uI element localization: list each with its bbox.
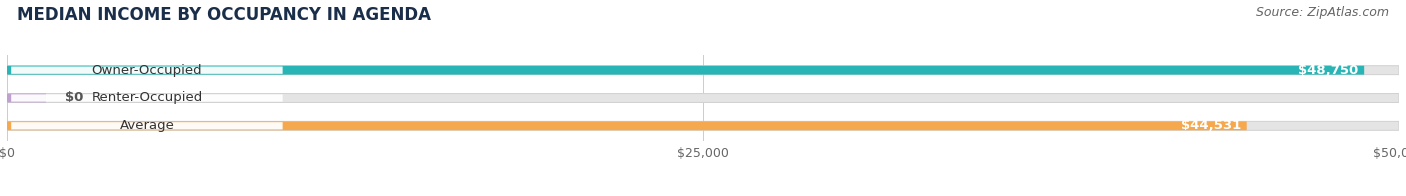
FancyBboxPatch shape — [11, 94, 283, 102]
FancyBboxPatch shape — [7, 93, 1399, 103]
Text: Source: ZipAtlas.com: Source: ZipAtlas.com — [1256, 6, 1389, 19]
Text: $44,531: $44,531 — [1181, 119, 1241, 132]
Text: $48,750: $48,750 — [1298, 64, 1358, 77]
Text: MEDIAN INCOME BY OCCUPANCY IN AGENDA: MEDIAN INCOME BY OCCUPANCY IN AGENDA — [17, 6, 430, 24]
FancyBboxPatch shape — [7, 121, 1247, 130]
FancyBboxPatch shape — [7, 66, 1399, 75]
FancyBboxPatch shape — [11, 122, 283, 130]
FancyBboxPatch shape — [11, 66, 283, 74]
Text: $0: $0 — [66, 92, 84, 104]
FancyBboxPatch shape — [7, 121, 1399, 130]
FancyBboxPatch shape — [7, 93, 46, 103]
FancyBboxPatch shape — [7, 66, 1364, 75]
Text: Owner-Occupied: Owner-Occupied — [91, 64, 202, 77]
Text: Renter-Occupied: Renter-Occupied — [91, 92, 202, 104]
Text: Average: Average — [120, 119, 174, 132]
